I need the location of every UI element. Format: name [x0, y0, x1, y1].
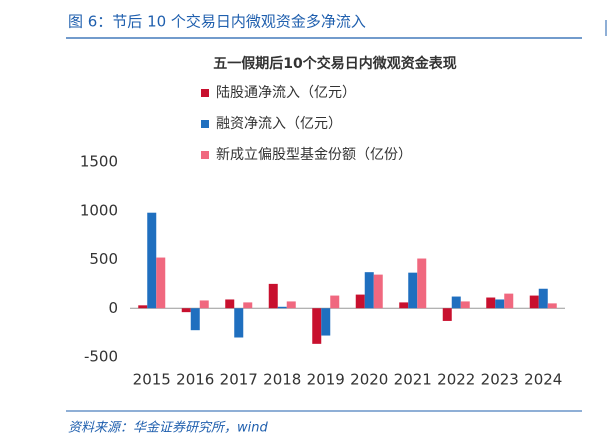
bar — [355, 294, 365, 309]
bar — [529, 295, 539, 309]
x-tick-label: 2024 — [524, 371, 562, 389]
chart-title: 五一假期后10个交易日内微观资金表现 — [213, 55, 456, 72]
x-tick-label: 2015 — [133, 371, 171, 389]
bar — [364, 272, 374, 309]
y-tick-label: -500 — [84, 348, 118, 366]
legend-label: 陆股通净流入（亿元） — [216, 85, 356, 101]
x-tick-label: 2021 — [394, 371, 432, 389]
bar — [442, 308, 452, 321]
legend-label: 融资净流入（亿元） — [216, 116, 342, 132]
bar — [504, 293, 514, 309]
bar — [277, 306, 287, 309]
legend-swatch — [201, 120, 209, 128]
bar — [312, 308, 322, 344]
legend-swatch — [201, 151, 209, 159]
bar — [181, 308, 191, 313]
bar — [486, 297, 496, 309]
legend-label: 新成立偏股型基金份额（亿份） — [216, 146, 412, 163]
bar — [460, 301, 470, 309]
bar — [408, 272, 418, 309]
bar — [268, 283, 278, 309]
x-tick-label: 2016 — [176, 371, 214, 389]
y-tick-label: 1000 — [80, 201, 118, 219]
bar — [156, 257, 166, 309]
x-tick-label: 2020 — [350, 371, 388, 389]
bar — [547, 303, 557, 309]
bar — [399, 302, 409, 309]
bar — [199, 300, 209, 309]
legend-swatch — [201, 89, 209, 97]
x-tick-label: 2019 — [307, 371, 345, 389]
x-tick-label: 2022 — [437, 371, 475, 389]
bar — [330, 295, 340, 309]
bar — [243, 302, 253, 309]
y-tick-label: 500 — [89, 250, 118, 268]
bar — [321, 308, 331, 336]
y-tick-label: 0 — [108, 299, 118, 317]
bar — [451, 296, 461, 309]
bar — [417, 258, 427, 309]
bar — [373, 274, 383, 309]
y-tick-label: 1500 — [80, 153, 118, 171]
x-tick-label: 2018 — [263, 371, 301, 389]
bar — [538, 288, 548, 309]
bar — [234, 308, 244, 338]
figure-title: 图 6：节后 10 个交易日内微观资金多净流入 — [68, 13, 366, 31]
bar — [495, 299, 505, 309]
bar — [190, 308, 200, 331]
source: 资料来源：华金证券研究所，wind — [68, 420, 268, 436]
x-tick-label: 2017 — [220, 371, 258, 389]
x-tick-label: 2023 — [481, 371, 519, 389]
bar — [286, 301, 296, 309]
bar — [147, 212, 157, 309]
bar — [225, 299, 235, 309]
bar — [138, 305, 148, 309]
